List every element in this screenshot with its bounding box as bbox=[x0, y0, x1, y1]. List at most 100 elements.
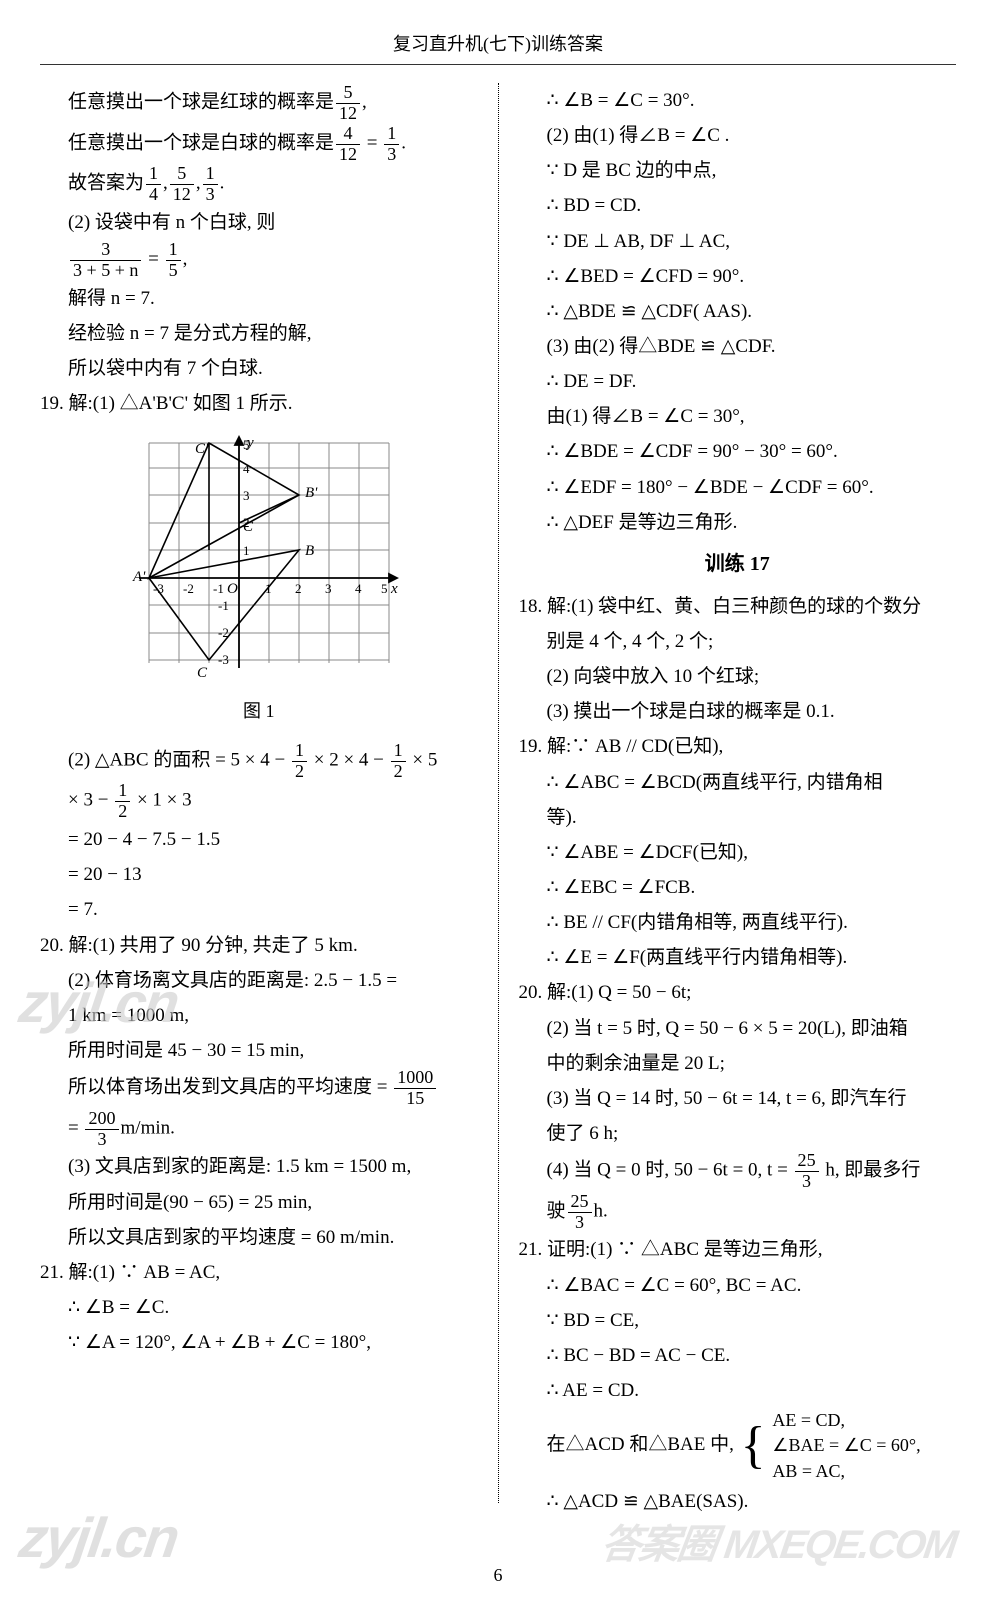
line: 33 + 5 + n = 15, bbox=[40, 240, 478, 281]
line: ∵ D 是 BC 边的中点, bbox=[519, 153, 957, 188]
text: h. bbox=[594, 1200, 608, 1221]
line: = 7. bbox=[40, 892, 478, 927]
text: (4) 当 Q = 0 时, 50 − 6t = 0, t = bbox=[547, 1160, 793, 1181]
figure-caption: 图 1 bbox=[40, 695, 478, 728]
fraction: 12 bbox=[391, 741, 406, 782]
text: × 1 × 3 bbox=[132, 790, 191, 811]
svg-text:2: 2 bbox=[243, 515, 250, 530]
fraction: 12 bbox=[115, 781, 130, 822]
line: ∴ △BDE ≌ △CDF( AAS). bbox=[519, 294, 957, 329]
line: = 20 − 13 bbox=[40, 857, 478, 892]
line: 任意摸出一个球是白球的概率是412 = 13. bbox=[40, 124, 478, 165]
line: (2) △ABC 的面积 = 5 × 4 − 12 × 2 × 4 − 12 ×… bbox=[40, 741, 478, 782]
text: , bbox=[362, 92, 367, 113]
page-header: 复习直升机(七下)训练答案 bbox=[40, 30, 956, 65]
svg-text:1: 1 bbox=[243, 543, 250, 558]
svg-text:C: C bbox=[197, 665, 208, 681]
line: ∴ ∠B = ∠C. bbox=[40, 1290, 478, 1325]
svg-text:4: 4 bbox=[243, 461, 250, 476]
line: × 3 − 12 × 1 × 3 bbox=[40, 781, 478, 822]
line: 19. 解:(1) △A'B'C' 如图 1 所示. bbox=[40, 386, 478, 421]
text: = bbox=[362, 132, 382, 153]
line: 所用时间是 45 − 30 = 15 min, bbox=[40, 1033, 478, 1068]
line: 任意摸出一个球是红球的概率是512, bbox=[40, 83, 478, 124]
brace-line: AB = AC, bbox=[772, 1459, 920, 1484]
line: ∵ BD = CE, bbox=[519, 1303, 957, 1338]
line: (4) 当 Q = 0 时, 50 − 6t = 0, t = 253 h, 即… bbox=[519, 1151, 957, 1192]
line: 在△ACD 和△BAE 中, { AE = CD, ∠BAE = ∠C = 60… bbox=[519, 1408, 957, 1484]
fraction: 14 bbox=[146, 164, 161, 205]
line: (2) 向袋中放入 10 个红球; bbox=[519, 659, 957, 694]
fraction: 2003 bbox=[85, 1109, 118, 1150]
line: ∴ ∠BED = ∠CFD = 90°. bbox=[519, 259, 957, 294]
brace-line: AE = CD, bbox=[772, 1408, 920, 1433]
line: ∴ △DEF 是等边三角形. bbox=[519, 505, 957, 540]
left-brace-icon: { bbox=[741, 1425, 766, 1467]
line: ∴ BD = CD. bbox=[519, 188, 957, 223]
line: (3) 摸出一个球是白球的概率是 0.1. bbox=[519, 694, 957, 729]
line: ∴ ∠EBC = ∠FCB. bbox=[519, 870, 957, 905]
fraction: 100015 bbox=[394, 1068, 436, 1109]
fraction: 412 bbox=[336, 124, 360, 165]
line: ∵ DE ⊥ AB, DF ⊥ AC, bbox=[519, 224, 957, 259]
fraction: 253 bbox=[568, 1192, 592, 1233]
text: h, 即最多行 bbox=[821, 1160, 921, 1181]
line: ∴ ∠B = ∠C = 30°. bbox=[519, 83, 957, 118]
line: (2) 设袋中有 n 个白球, 则 bbox=[40, 205, 478, 240]
svg-text:-2: -2 bbox=[183, 581, 194, 596]
watermark: 答案圈 MXEQE.COM bbox=[598, 1512, 960, 1570]
text: = bbox=[143, 249, 163, 270]
line: ∴ ∠EDF = 180° − ∠BDE − ∠CDF = 60°. bbox=[519, 470, 957, 505]
svg-text:B: B bbox=[305, 543, 314, 559]
columns: 任意摸出一个球是红球的概率是512, 任意摸出一个球是白球的概率是412 = 1… bbox=[40, 83, 956, 1503]
line: ∵ ∠A = 120°, ∠A + ∠B + ∠C = 180°, bbox=[40, 1325, 478, 1360]
line: ∴ ∠E = ∠F(两直线平行内错角相等). bbox=[519, 940, 957, 975]
line: ∴ AE = CD. bbox=[519, 1373, 957, 1408]
text: . bbox=[220, 173, 225, 194]
line: 使了 6 h; bbox=[519, 1116, 957, 1151]
watermark: zyjl.cn bbox=[15, 1505, 181, 1570]
line: ∴ DE = DF. bbox=[519, 364, 957, 399]
line: (2) 体育场离文具店的距离是: 2.5 − 1.5 = bbox=[40, 963, 478, 998]
fraction: 12 bbox=[292, 741, 307, 782]
svg-text:-2: -2 bbox=[218, 625, 229, 640]
text: 所以体育场出发到文具店的平均速度 = bbox=[68, 1077, 392, 1098]
line: 1 km = 1000 m, bbox=[40, 998, 478, 1033]
page: 复习直升机(七下)训练答案 任意摸出一个球是红球的概率是512, 任意摸出一个球… bbox=[0, 0, 996, 1600]
svg-text:4: 4 bbox=[355, 581, 362, 596]
section-title: 训练 17 bbox=[519, 546, 957, 583]
line: (2) 由(1) 得∠B = ∠C . bbox=[519, 118, 957, 153]
line: 所以体育场出发到文具店的平均速度 = 100015 bbox=[40, 1068, 478, 1109]
text: × 2 × 4 − bbox=[309, 749, 389, 770]
page-number: 6 bbox=[494, 1565, 503, 1586]
line: 19. 解:∵ AB // CD(已知), bbox=[519, 729, 957, 764]
text: , bbox=[163, 173, 168, 194]
fraction: 512 bbox=[170, 164, 194, 205]
svg-text:-3: -3 bbox=[218, 652, 229, 667]
svg-text:-1: -1 bbox=[218, 598, 229, 613]
line: ∴ ∠BAC = ∠C = 60°, BC = AC. bbox=[519, 1268, 957, 1303]
svg-text:O: O bbox=[227, 581, 238, 597]
svg-text:3: 3 bbox=[325, 581, 332, 596]
line: ∴ ∠BDE = ∠CDF = 90° − 30° = 60°. bbox=[519, 434, 957, 469]
line: 20. 解:(1) 共用了 90 分钟, 共走了 5 km. bbox=[40, 928, 478, 963]
line: 18. 解:(1) 袋中红、黄、白三种颜色的球的个数分 bbox=[519, 589, 957, 624]
line: 所以文具店到家的平均速度 = 60 m/min. bbox=[40, 1220, 478, 1255]
svg-text:C': C' bbox=[195, 441, 209, 457]
line: ∴ ∠ABC = ∠BCD(两直线平行, 内错角相 bbox=[519, 765, 957, 800]
svg-text:5: 5 bbox=[243, 437, 250, 452]
text: 故答案为 bbox=[68, 173, 144, 194]
line: (3) 文具店到家的距离是: 1.5 km = 1500 m, bbox=[40, 1149, 478, 1184]
fraction: 512 bbox=[336, 83, 360, 124]
text: , bbox=[183, 249, 188, 270]
line: 等). bbox=[519, 800, 957, 835]
svg-text:-1: -1 bbox=[213, 581, 224, 596]
svg-text:A': A' bbox=[132, 569, 146, 585]
text: , bbox=[196, 173, 201, 194]
line: (2) 当 t = 5 时, Q = 50 − 6 × 5 = 20(L), 即… bbox=[519, 1011, 957, 1046]
fraction: 33 + 5 + n bbox=[70, 240, 141, 281]
text: 任意摸出一个球是白球的概率是 bbox=[68, 132, 334, 153]
svg-text:B': B' bbox=[305, 485, 318, 501]
fraction: 253 bbox=[795, 1151, 819, 1192]
svg-text:-3: -3 bbox=[153, 581, 164, 596]
